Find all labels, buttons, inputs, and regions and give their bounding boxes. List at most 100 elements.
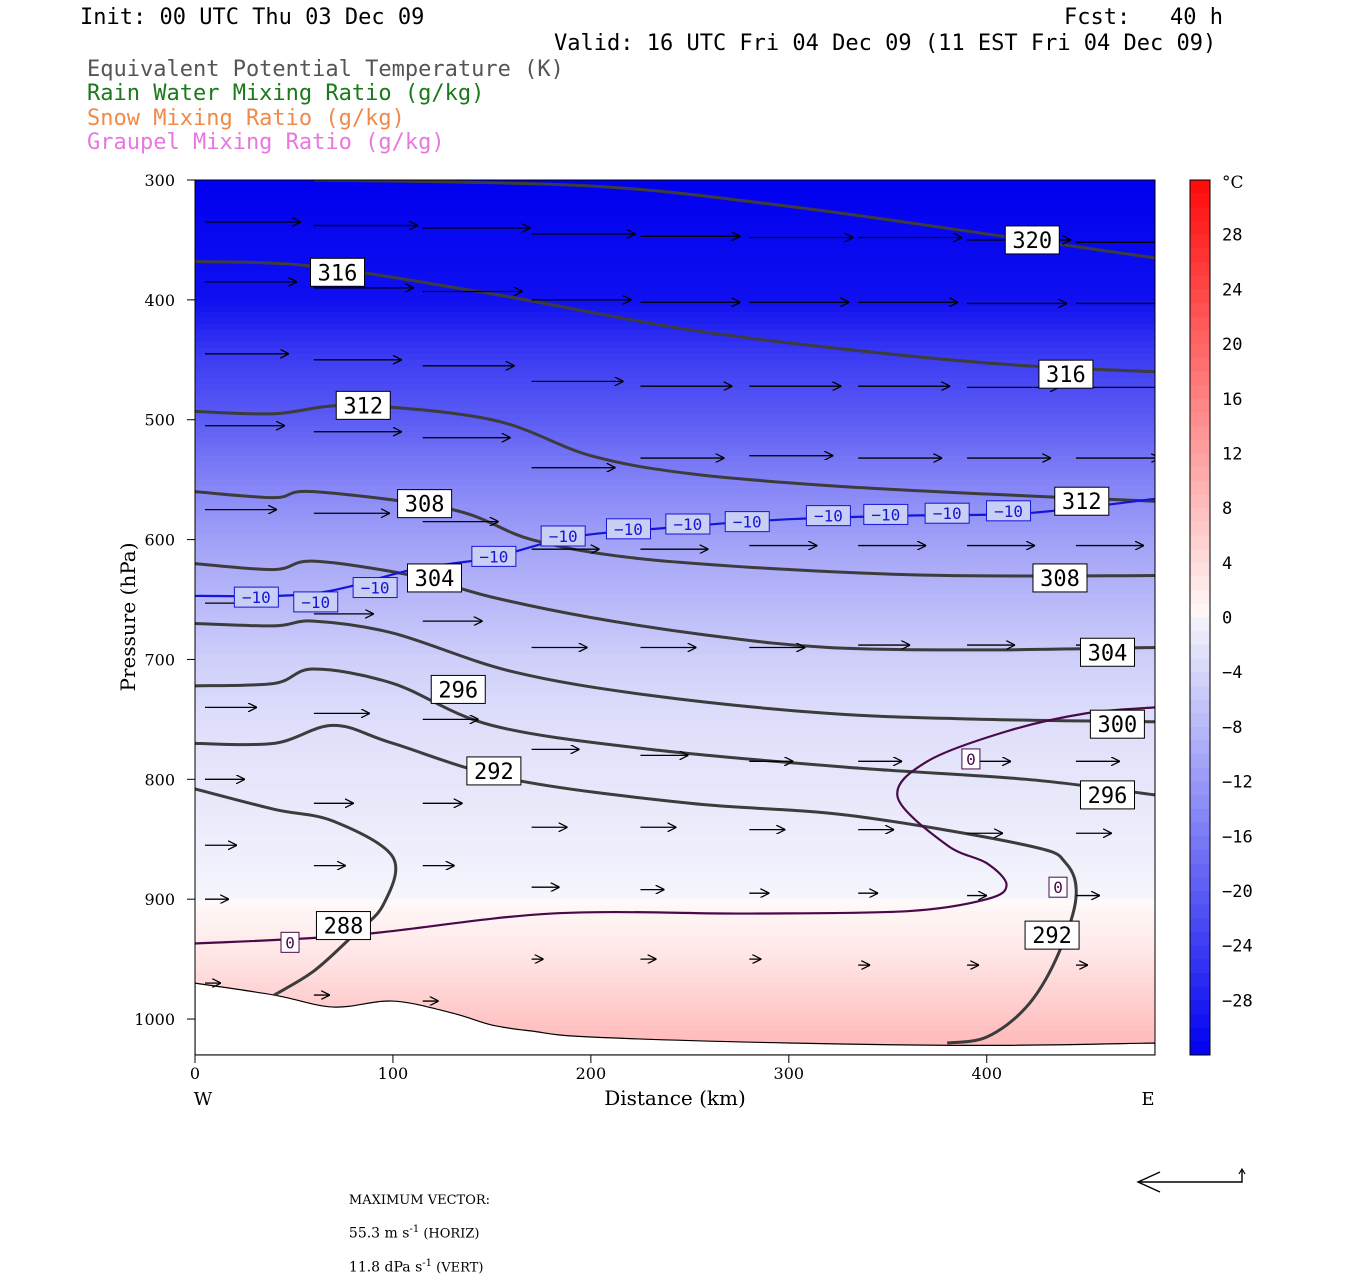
shade-band [195,1013,1155,1020]
theta-e-contour-288 [195,787,398,997]
shade-band [195,623,1155,631]
colorbar-swatch [1190,904,1210,919]
isotherm-label: −10 [361,579,390,598]
contour-label-box [430,674,486,704]
shade-band [195,185,1155,193]
x-tick-label: 400 [971,1064,1002,1083]
isotherm-label: −10 [242,588,271,607]
cross-section-chart: 320 316 316 312 312 308 308 304 304 300 296 296 292 2… [116,171,1253,1110]
colorbar-swatch [1190,795,1210,810]
isotherm-label-box [924,502,970,524]
isotherm-label-box [471,545,517,567]
vert-tag: (VERT) [432,1260,484,1275]
max-vector-footer: MAXIMUM VECTOR: 55.3 m s-1 (HORIZ) 11.8 … [340,1176,490,1275]
shade-band [195,881,1155,888]
shade-band [195,911,1155,918]
max-vector-arrow-icon [1136,1167,1246,1193]
shade-band [195,509,1155,517]
shade-band [195,923,1155,930]
contour-label: 304 [1088,641,1128,666]
isotherm-label-box [665,513,711,535]
shade-band [195,737,1155,744]
init-time: Init: 00 UTC Thu 03 Dec 09 [80,5,425,30]
colorbar-swatch [1190,836,1210,851]
shade-band [195,293,1155,301]
shade-band [195,731,1155,738]
colorbar-swatch [1190,412,1210,427]
shade-band [195,839,1155,846]
shade-band [195,611,1155,619]
shade-band [195,977,1155,984]
colorbar-swatch [1190,726,1210,742]
shade-band [195,1019,1155,1026]
shade-band [195,995,1155,1002]
shade-band [195,761,1155,768]
isotherm-label: −10 [814,507,843,526]
shade-band [195,629,1155,637]
shade-band [195,935,1155,942]
horiz-tag: (HORIZ) [419,1226,480,1242]
isotherm-label-box [280,931,300,953]
colorbar-tick-label: 0 [1222,609,1232,629]
isotherm-label-box [605,518,651,540]
isotherm-label-box [352,577,398,599]
colorbar-tick-label: −20 [1222,882,1253,902]
colorbar-swatch [1190,740,1210,755]
shade-band [195,791,1155,798]
shade-band [195,587,1155,595]
shade-band [195,635,1155,643]
colorbar-swatch [1190,945,1210,960]
terrain-mask [195,982,1155,1055]
shade-band [195,983,1155,990]
y-tick-label: 400 [144,291,175,310]
shade-band [195,389,1155,397]
x-end-label-west: W [194,1089,213,1110]
shade-band [195,383,1155,391]
colorbar-swatch [1190,631,1210,646]
shade-band [195,743,1155,750]
shade-band [195,287,1155,295]
contour-label-box [397,489,453,519]
contour-label: 304 [415,567,455,592]
colorbar-swatch [1190,453,1210,468]
shade-band [195,1001,1155,1008]
shade-band [195,395,1155,403]
shade-band [195,551,1155,559]
shade-band [195,893,1155,900]
shade-band [195,431,1155,439]
contour-label: 300 [1098,713,1138,738]
shade-band [195,281,1155,289]
shade-band [195,851,1155,858]
shade-band [195,473,1155,481]
colorbar-swatch [1190,289,1210,304]
shade-band [195,257,1155,265]
isotherm-label: −10 [479,547,508,566]
shade-band [195,767,1155,774]
isotherm-label-box [863,503,909,525]
shade-band [195,947,1155,954]
shade-band [195,593,1155,601]
isotherm-label: −10 [673,515,702,534]
shade-band [195,401,1155,409]
isotherm-label-box [805,505,851,527]
shade-band [195,215,1155,223]
colorbar-swatch [1190,781,1210,796]
colorbar-swatch [1190,754,1210,769]
contour-label: 292 [1032,924,1072,949]
contour-label: 320 [1012,229,1052,254]
y-tick-label: 900 [144,890,175,909]
colorbar-tick-label: 28 [1222,226,1242,246]
colorbar-tick-label: −24 [1222,937,1253,957]
x-tick-label: 300 [774,1064,805,1083]
shade-band [195,785,1155,792]
colorbar-swatch [1190,193,1210,208]
shade-band [195,809,1155,816]
field-label-theta-e: Equivalent Potential Temperature (K) [87,57,564,82]
colorbar-swatch [1190,344,1210,359]
contour-label-box [1024,920,1080,950]
colorbar-swatch [1190,467,1210,482]
shade-band [195,815,1155,822]
shade-band [195,233,1155,241]
shade-band [195,377,1155,385]
colorbar-swatch [1190,508,1210,523]
